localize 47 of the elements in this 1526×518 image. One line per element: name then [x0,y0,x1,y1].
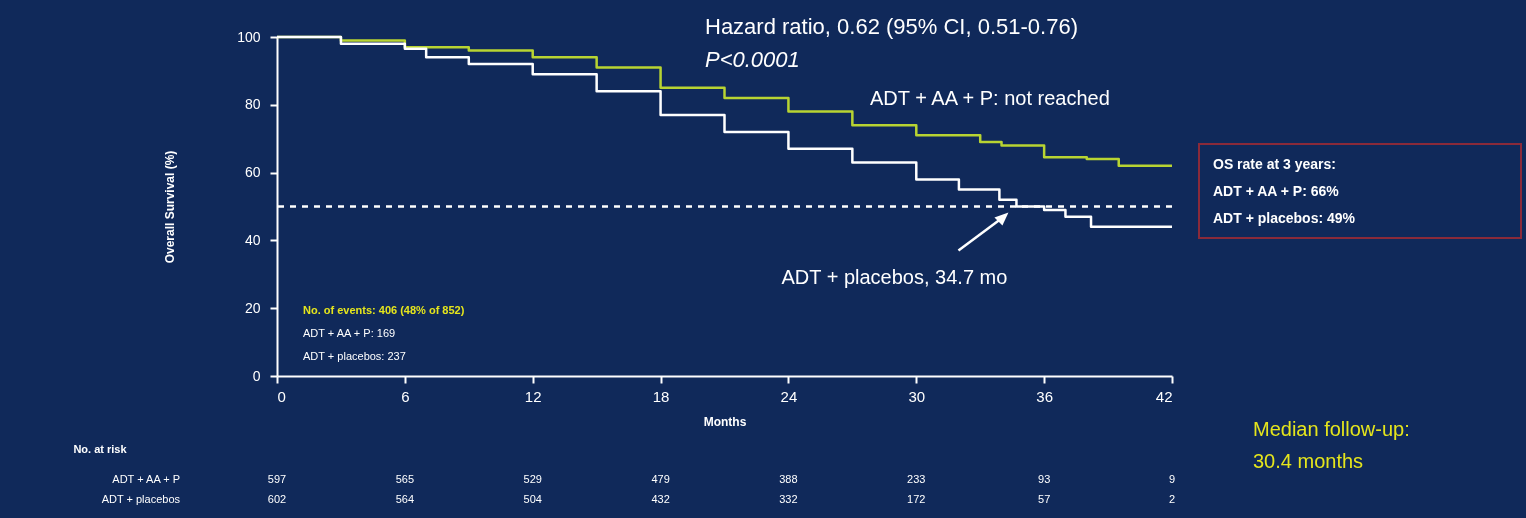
text: 564 [395,493,415,505]
annotation: ADT + placebos, 34.7 mo [781,266,1008,288]
text: 602 [267,493,287,505]
x-tick-label: 36 [1036,387,1053,405]
text: 30.4 months [1253,450,1364,472]
annotation: ADT + AA + P: not reached [870,87,1110,109]
x-tick-label: 0 [277,387,286,405]
text: 2 [1168,493,1176,505]
text: 479 [651,473,670,485]
text: ADT + AA + P [112,473,180,485]
x-axis-title: Months [703,414,747,429]
text: 172 [907,493,926,505]
y-tick-label: 100 [237,28,261,45]
y-tick-label: 40 [244,231,261,248]
text: 432 [651,493,670,505]
text: Median follow-up: [1253,418,1410,440]
y-axis-title: Overall Survival (%) [163,150,178,264]
text: ADT + placebos [101,493,181,505]
text: 233 [907,473,926,485]
y-tick-label: 0 [252,367,261,384]
annotation: ADT + AA + P: 169 [303,327,396,339]
text: 529 [523,473,542,485]
text: 388 [779,473,798,485]
annotation: P<0.0001 [705,47,800,72]
text: 332 [779,493,798,505]
text: 57 [1038,493,1051,505]
y-tick-label: 60 [244,164,261,181]
annotation: No. of events: 406 (48% of 852) [303,304,465,316]
annotation: Hazard ratio, 0.62 (95% CI, 0.51-0.76) [705,14,1078,39]
text: 93 [1038,473,1051,485]
y-tick-label: 20 [244,299,261,316]
x-tick-label: 12 [524,387,542,405]
x-tick-label: 18 [652,387,670,405]
text: 597 [267,473,287,485]
text: ADT + AA + P: 66% [1213,183,1340,199]
text: OS rate at 3 years: [1213,156,1336,172]
x-tick-label: 42 [1155,387,1173,405]
text: 565 [395,473,415,485]
x-tick-label: 30 [908,387,926,405]
y-tick-label: 80 [244,96,261,113]
text: ADT + placebos: 49% [1213,210,1356,226]
text: 504 [523,493,542,505]
x-tick-label: 6 [401,387,410,405]
text: 9 [1168,473,1176,485]
x-tick-label: 24 [780,387,798,405]
text: No. at risk [73,443,128,455]
annotation: ADT + placebos: 237 [303,350,406,362]
